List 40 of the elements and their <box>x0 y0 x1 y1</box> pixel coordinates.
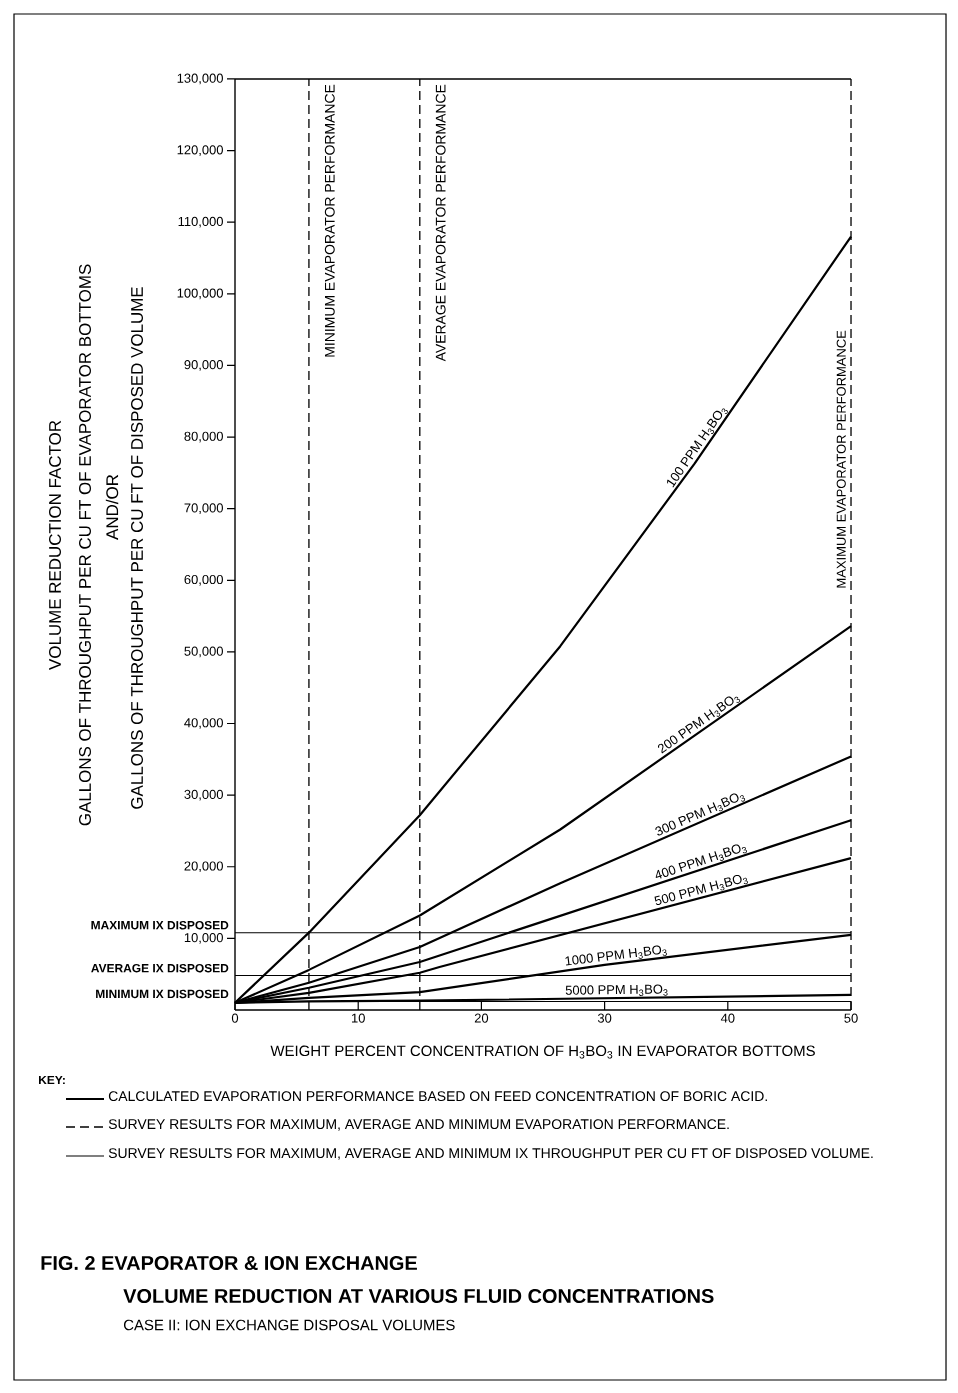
ref-line-label: MAXIMUM EVAPORATOR PERFORMANCE <box>836 330 846 588</box>
ref-line-label: MAXIMUM IX DISPOSED <box>91 920 229 930</box>
y-tick-label: 120,000 <box>177 145 223 156</box>
y-tick-label: 110,000 <box>178 216 223 228</box>
text: CASE II: ION EXCHANGE DISPOSAL VOLUMES <box>123 1319 455 1331</box>
text: AND/OR <box>105 474 119 540</box>
ref-line-label: AVERAGE IX DISPOSED <box>91 963 229 973</box>
text: CALCULATED EVAPORATION PERFORMANCE BASED ON FEED CONCENTRATION OF BORIC ACID. <box>108 1091 767 1102</box>
y-tick-label: 40,000 <box>184 718 223 729</box>
text: 300 PPM H$_{3}$BO$_{3}$ <box>655 793 746 836</box>
x-tick-label: 30 <box>597 1013 612 1023</box>
x-axis-title: WEIGHT PERCENT CONCENTRATION OF H$_{3}$BO$_{3}$ IN EVAPORATOR BOTTOMS <box>270 1045 815 1059</box>
y-tick-label: 130,000 <box>177 73 223 85</box>
text: 1000 PPM H$_{3}$BO$_{3}$ <box>565 945 667 966</box>
x-tick-label: 20 <box>474 1013 489 1023</box>
text: FIG. 2 EVAPORATOR & ION EXCHANGE <box>41 1255 417 1271</box>
text: SURVEY RESULTS FOR MAXIMUM, AVERAGE AND MINIMUM EVAPORATION PERFORMANCE. <box>108 1119 729 1131</box>
y-tick-label: 10,000 <box>184 933 223 944</box>
text: VOLUME REDUCTION FACTOR <box>49 420 61 670</box>
text: VOLUME REDUCTION AT VARIOUS FLUID CONCENTRATIONS <box>123 1288 714 1304</box>
y-tick-label: 30,000 <box>184 789 223 801</box>
text: GALLONS OF THROUGHPUT PER CU FT OF EVAPORATOR BOTTOMS <box>79 264 91 826</box>
y-tick-label: 60,000 <box>184 574 223 586</box>
y-axis-title: GALLONS OF THROUGHPUT PER CU FT OF DISPOSED VOLUME <box>131 287 143 809</box>
text: KEY: <box>39 1075 65 1085</box>
y-tick-label: 20,000 <box>184 861 223 873</box>
y-tick-label: 100,000 <box>177 288 223 300</box>
x-tick-label: 10 <box>351 1013 365 1023</box>
series-label: 5000 PPM H$_{3}$BO$_{3}$ <box>565 984 668 997</box>
y-tick-label: 70,000 <box>184 503 223 515</box>
x-tick-label: 50 <box>844 1013 858 1023</box>
y-tick-label: 90,000 <box>184 360 223 371</box>
ref-line-label: MINIMUM IX DISPOSED <box>96 989 229 999</box>
x-tick-label: 0 <box>231 1013 239 1023</box>
text: SURVEY RESULTS FOR MAXIMUM, AVERAGE AND MINIMUM IX THROUGHPUT PER CU FT OF DISPOSED VOLUME. <box>108 1148 873 1160</box>
x-tick-label: 40 <box>720 1013 735 1023</box>
y-tick-label: 50,000 <box>184 646 223 658</box>
y-tick-label: 80,000 <box>184 431 223 443</box>
ref-line-label: MINIMUM EVAPORATOR PERFORMANCE <box>324 84 335 357</box>
ref-line-label: AVERAGE EVAPORATOR PERFORMANCE <box>435 84 446 362</box>
